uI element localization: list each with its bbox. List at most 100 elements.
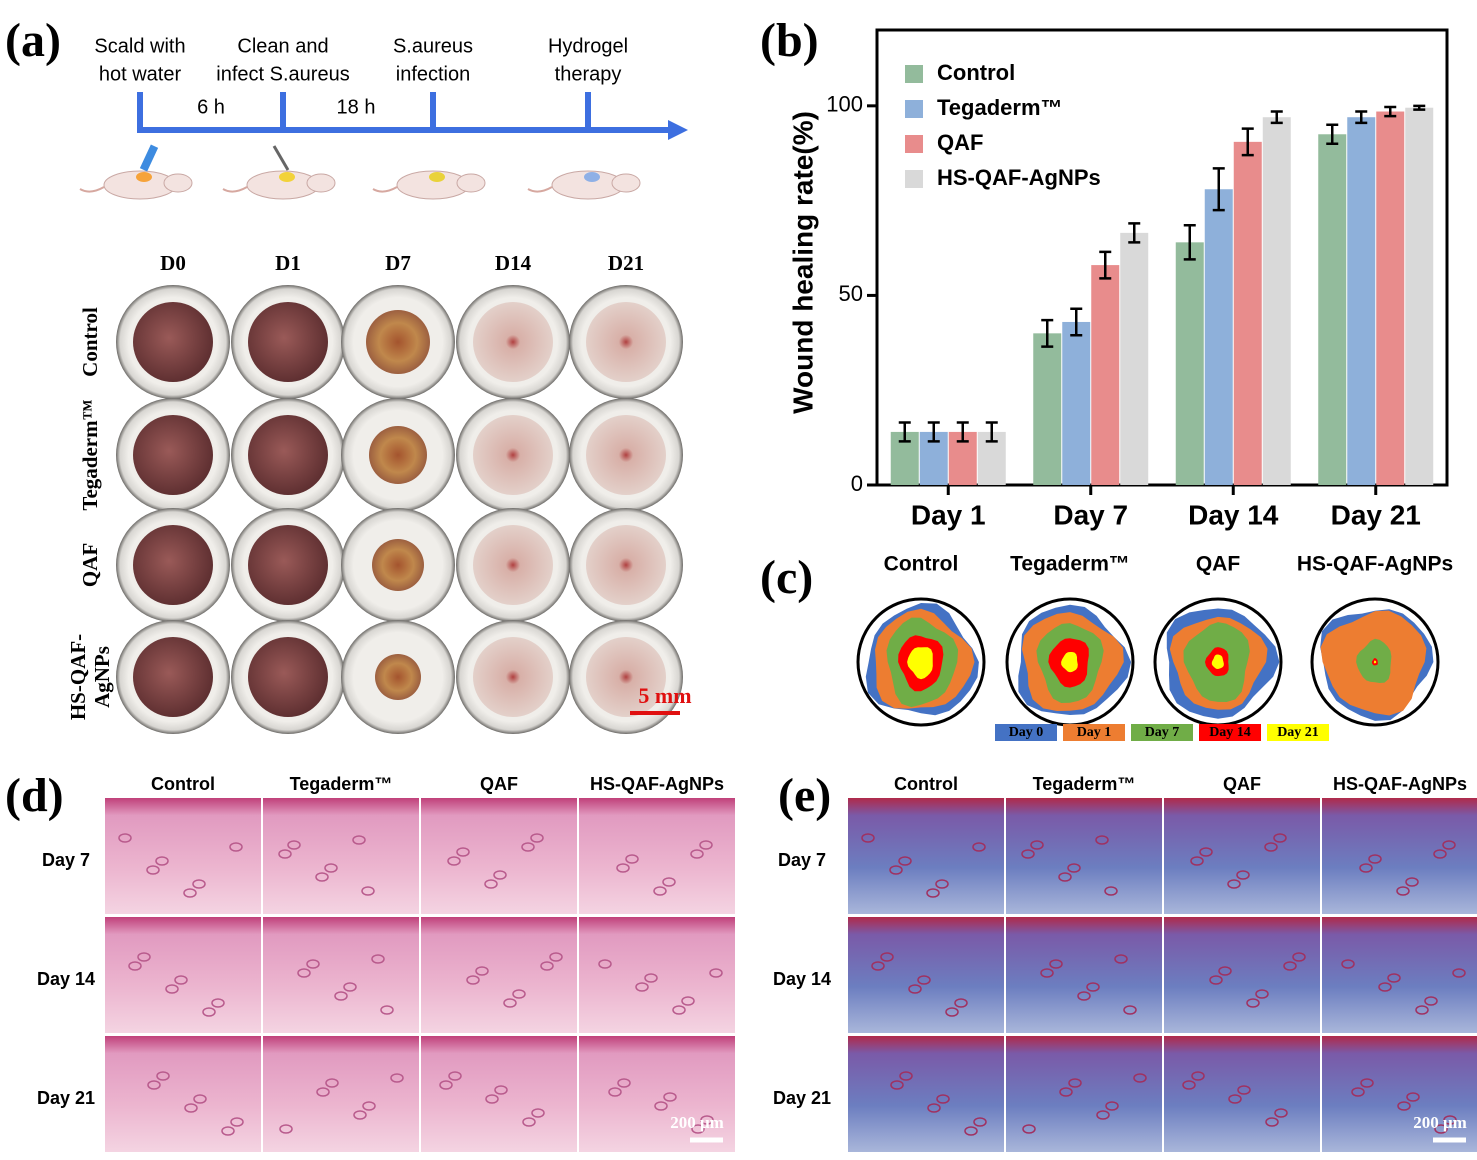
wound — [372, 539, 424, 591]
day-label: D1 — [275, 251, 301, 275]
tissue-detail — [1264, 842, 1278, 852]
contour — [1061, 652, 1078, 673]
tissue-detail — [700, 1115, 714, 1125]
panel-label: (a) — [5, 14, 61, 67]
step-label: Hydrogel — [548, 35, 628, 57]
column-label: Tegaderm™ — [290, 774, 393, 794]
tissue-detail — [1433, 849, 1447, 859]
scale-label: 200 μm — [1413, 1113, 1467, 1132]
tissue-detail — [155, 856, 169, 866]
legend-label: Day 21 — [1277, 725, 1319, 740]
tissue-detail — [531, 1108, 545, 1118]
tissue-detail — [1442, 840, 1456, 850]
row-label: Day 21 — [37, 1088, 95, 1108]
legend-label: QAF — [937, 130, 983, 155]
tissue-detail — [972, 842, 986, 852]
error-bar — [985, 421, 998, 443]
error-bar — [1413, 104, 1426, 111]
bar — [1318, 134, 1347, 486]
tissue-detail — [1368, 854, 1382, 864]
x-tick-label: Day 7 — [1053, 499, 1128, 530]
tissue-detail — [137, 952, 151, 962]
tissue-detail — [644, 973, 658, 983]
tissue-detail — [1397, 1101, 1411, 1111]
tissue-detail — [1209, 975, 1223, 985]
row-label: Day 7 — [42, 850, 90, 870]
histology-image — [848, 798, 1004, 914]
tissue-detail — [1123, 1005, 1137, 1015]
tissue-detail — [297, 968, 311, 978]
tissue-detail — [1095, 835, 1109, 845]
treatment-spot — [584, 172, 600, 182]
histology-image — [1164, 798, 1320, 914]
histology-image — [105, 1036, 261, 1152]
tissue-detail — [1396, 886, 1410, 896]
tissue-detail — [485, 1094, 499, 1104]
tissue-detail — [663, 1092, 677, 1102]
tissue-detail — [316, 1087, 330, 1097]
tissue-detail — [549, 952, 563, 962]
tissue-detail — [917, 975, 931, 985]
tissue-detail — [165, 984, 179, 994]
error-bar — [1183, 224, 1196, 261]
histology-image — [1006, 917, 1162, 1033]
step-label: Scald with — [94, 35, 185, 57]
tissue-detail — [221, 1126, 235, 1136]
mouse-head — [306, 173, 336, 193]
tissue-detail — [1283, 961, 1297, 971]
tissue-detail — [530, 833, 544, 843]
tissue-detail — [681, 996, 695, 1006]
mouse-tail — [222, 186, 248, 193]
panel-label: (b) — [760, 14, 819, 67]
tissue-detail — [608, 1087, 622, 1097]
tissue-detail — [945, 1007, 959, 1017]
mouse — [222, 170, 336, 200]
tissue-detail — [211, 998, 225, 1008]
column-label: Tegaderm™ — [1033, 774, 1136, 794]
legend-swatch — [905, 100, 923, 118]
error-bar — [1355, 110, 1368, 125]
tissue-detail — [1246, 998, 1260, 1008]
bar — [1120, 232, 1149, 485]
wound — [586, 302, 666, 382]
tissue-detail — [1199, 847, 1213, 857]
wound — [133, 637, 213, 717]
treatment-spot — [429, 172, 445, 182]
tissue-detail — [1096, 1110, 1110, 1120]
tissue-detail — [1424, 996, 1438, 1006]
plot-frame — [875, 28, 1449, 487]
legend-label: Day 1 — [1077, 725, 1112, 740]
column-label: QAF — [480, 774, 518, 794]
legend-label: Tegaderm™ — [937, 95, 1063, 120]
tissue-detail — [699, 840, 713, 850]
tissue-detail — [202, 1007, 216, 1017]
tissue-detail — [315, 872, 329, 882]
legend-swatch — [905, 170, 923, 188]
legend-box — [1131, 724, 1193, 741]
wound — [369, 426, 427, 484]
legend-box — [995, 724, 1057, 741]
tissue-detail — [147, 1080, 161, 1090]
y-tick-label: 0 — [851, 471, 863, 496]
y-tick-label: 50 — [839, 281, 863, 306]
tissue-detail — [1237, 1085, 1251, 1095]
tissue-detail — [540, 961, 554, 971]
histology-image — [263, 917, 419, 1033]
panel-label: (c) — [760, 551, 813, 604]
histology-image — [263, 798, 419, 914]
tissue-detail — [362, 1101, 376, 1111]
wound — [248, 525, 328, 605]
scale-label: 200 μm — [670, 1113, 724, 1132]
row-label: Day 14 — [773, 969, 831, 989]
interval-label: 6 h — [197, 96, 225, 118]
bar — [1233, 141, 1262, 485]
tissue-detail — [287, 840, 301, 850]
treatment-spot — [279, 172, 295, 182]
tissue-detail — [1059, 1087, 1073, 1097]
tissue-detail — [890, 1080, 904, 1090]
histology-image — [848, 917, 1004, 1033]
tissue-detail — [1274, 1108, 1288, 1118]
tissue-detail — [1068, 1078, 1082, 1088]
tissue-detail — [193, 1094, 207, 1104]
scale-label: 5 mm — [638, 683, 691, 708]
